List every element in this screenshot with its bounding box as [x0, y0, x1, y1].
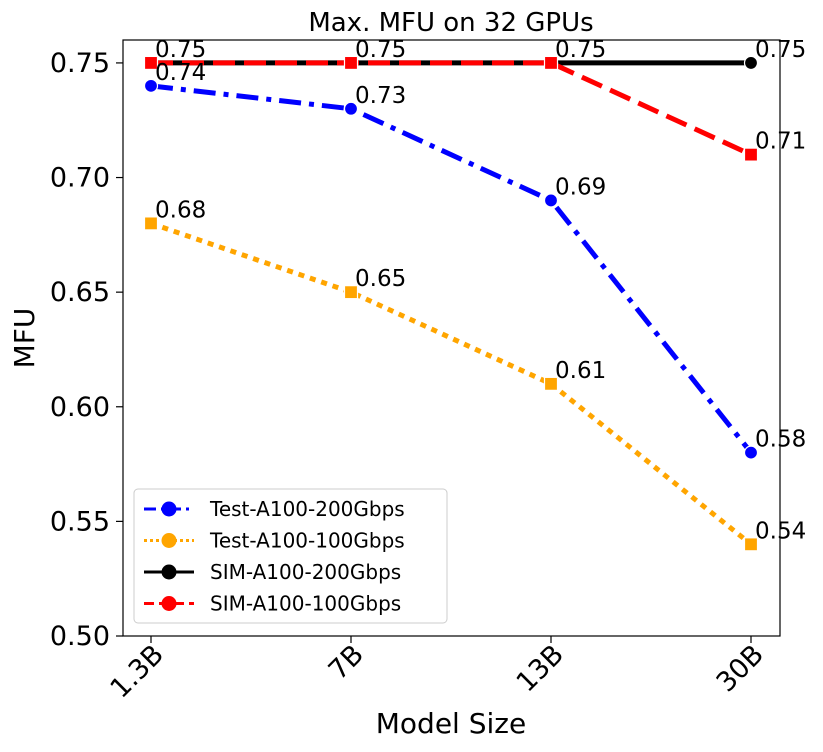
legend-marker [161, 564, 177, 580]
y-tick-label: 0.70 [50, 163, 110, 194]
y-axis-label: MFU [8, 308, 41, 369]
x-tick-label: 1.3B [105, 639, 170, 704]
legend-entry: Test-A100-200Gbps [144, 497, 405, 521]
data-point [143, 78, 159, 93]
data-label: 0.74 [155, 60, 206, 86]
series-sim-a100-100gbps [143, 55, 759, 162]
y-tick-label: 0.55 [50, 506, 110, 537]
data-point [343, 285, 359, 300]
y-tick-label: 0.50 [50, 621, 110, 652]
legend-entry: SIM-A100-100Gbps [144, 592, 401, 616]
data-point [343, 55, 359, 71]
chart-title: Max. MFU on 32 GPUs [308, 8, 593, 38]
series-line [150, 83, 753, 455]
series-test-a100-100gbps [143, 216, 759, 552]
legend-box [133, 488, 448, 624]
data-label: 0.61 [555, 358, 606, 384]
data-point [543, 193, 559, 208]
data-point [143, 216, 159, 231]
plot-frame [122, 39, 781, 637]
data-label: 0.68 [155, 197, 206, 223]
data-label: 0.75 [555, 37, 606, 63]
data-label: 0.69 [555, 174, 606, 200]
data-label: 0.58 [755, 427, 806, 453]
data-point [143, 55, 159, 71]
legend-label: SIM-A100-100Gbps [210, 592, 401, 616]
x-tick-label: 7B [323, 639, 370, 686]
x-axis-label: Model Size [376, 707, 526, 740]
x-tick-label: 30B [711, 639, 770, 698]
data-label: 0.73 [355, 83, 406, 109]
series-line [151, 60, 753, 157]
data-label: 0.75 [755, 37, 806, 63]
legend-entry: Test-A100-100Gbps [144, 529, 405, 553]
data-point [543, 376, 559, 391]
data-labels: 0.74 0.73 0.69 0.58 0.68 0.65 0.61 0.54 0.75 0.75… [155, 37, 806, 544]
data-label: 0.75 [355, 37, 406, 63]
legend-label: Test-A100-200Gbps [209, 497, 405, 521]
legend-marker [161, 501, 177, 517]
data-label: 0.75 [155, 37, 206, 63]
legend-marker [161, 596, 177, 611]
data-label: 0.54 [755, 518, 806, 544]
data-point [343, 101, 359, 116]
legend-label: SIM-A100-200Gbps [210, 560, 401, 584]
x-tick-label: 13B [511, 639, 570, 698]
y-tick-label: 0.65 [50, 277, 110, 308]
data-label: 0.65 [355, 266, 406, 292]
legend-label: Test-A100-100Gbps [209, 529, 405, 553]
data-point [543, 55, 559, 71]
y-tick-label: 0.75 [50, 48, 110, 79]
data-point [743, 147, 759, 162]
data-label: 0.71 [755, 129, 806, 155]
series-group [143, 55, 759, 552]
y-tick-label: 0.60 [50, 392, 110, 423]
data-point [743, 445, 759, 460]
legend-entry: SIM-A100-200Gbps [144, 560, 401, 584]
data-point [743, 55, 759, 71]
legend-marker [161, 533, 177, 548]
series-test-a100-200gbps [143, 78, 759, 460]
legend: Test-A100-200Gbps Test-A100-100Gbps SIM-A1… [133, 488, 448, 624]
data-point [743, 537, 759, 552]
